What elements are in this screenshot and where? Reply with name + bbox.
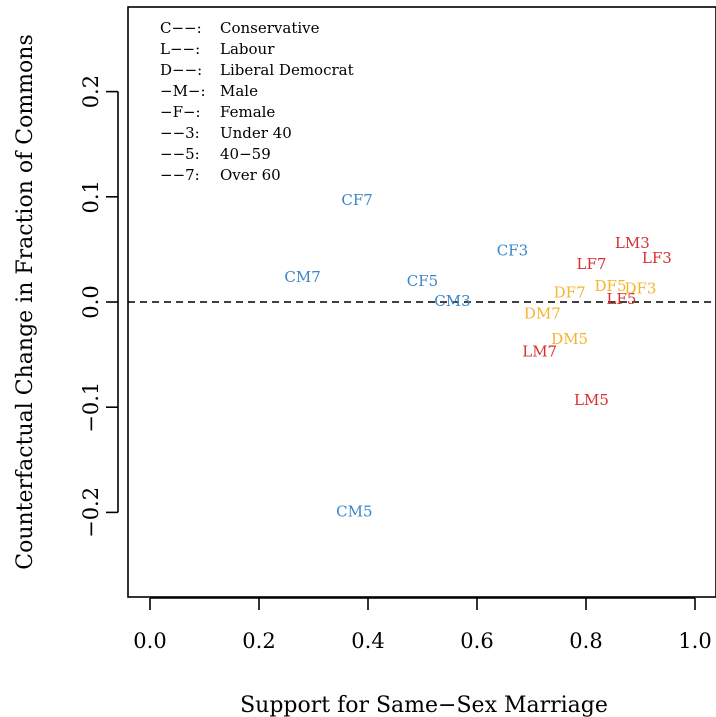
legend: C−−: Conservative L−−: Labour D−−: Liberal De…: [160, 19, 354, 184]
x-axis-title: Support for Same−Sex Marriage: [240, 693, 608, 717]
x-tick-label: 1.0: [678, 629, 711, 653]
legend-code: D−−:: [160, 61, 202, 79]
point-label-cf7: CF7: [341, 191, 372, 209]
y-tick-label: 0.1: [79, 180, 103, 213]
legend-code: −M−:: [160, 82, 206, 100]
point-label-lf7: LF7: [576, 255, 606, 273]
point-label-lm3: LM3: [615, 234, 650, 252]
legend-description: Conservative: [220, 19, 320, 37]
y-tick-label: −0.1: [79, 382, 103, 433]
legend-description: Under 40: [220, 124, 292, 142]
x-tick-label: 0.6: [460, 629, 493, 653]
legend-code: −−7:: [160, 166, 200, 184]
point-label-cm3: CM3: [434, 292, 470, 310]
x-tick-label: 0.4: [351, 629, 384, 653]
legend-description: Labour: [220, 40, 275, 58]
legend-description: Liberal Democrat: [220, 61, 354, 79]
point-label-df3: DF3: [625, 279, 657, 297]
legend-code: −F−:: [160, 103, 201, 121]
point-label-df5: DF5: [595, 277, 627, 295]
legend-description: 40−59: [220, 145, 271, 163]
point-label-cf5: CF5: [407, 272, 438, 290]
y-axis: −0.2 −0.1 0.0 0.1 0.2: [79, 75, 119, 538]
y-tick-label: 0.2: [79, 75, 103, 108]
point-label-df7: DF7: [554, 284, 586, 302]
point-label-cm5: CM5: [336, 502, 372, 520]
y-tick-label: −0.2: [79, 487, 103, 538]
point-label-lm7: LM7: [522, 342, 557, 360]
legend-code: −−3:: [160, 124, 200, 142]
legend-code: C−−:: [160, 19, 202, 37]
point-label-dm5: DM5: [551, 330, 588, 348]
legend-description: Male: [220, 82, 258, 100]
point-label-lm5: LM5: [574, 391, 609, 409]
legend-code: −−5:: [160, 145, 200, 163]
y-tick-label: 0.0: [79, 285, 103, 318]
x-tick-label: 0.8: [569, 629, 602, 653]
x-tick-label: 0.0: [133, 629, 166, 653]
legend-description: Over 60: [220, 166, 281, 184]
y-axis-title: Counterfactual Change in Fraction of Com…: [13, 34, 38, 570]
point-label-cm7: CM7: [284, 268, 320, 286]
x-tick-label: 0.2: [242, 629, 275, 653]
point-label-dm7: DM7: [524, 305, 561, 323]
point-label-cf3: CF3: [497, 241, 528, 259]
x-axis: 0.0 0.2 0.4 0.6 0.8 1.0: [133, 597, 712, 653]
legend-code: L−−:: [160, 40, 200, 58]
legend-description: Female: [220, 103, 275, 121]
point-label-lf3: LF3: [642, 249, 672, 267]
point-label-lf5: LF5: [606, 290, 636, 308]
